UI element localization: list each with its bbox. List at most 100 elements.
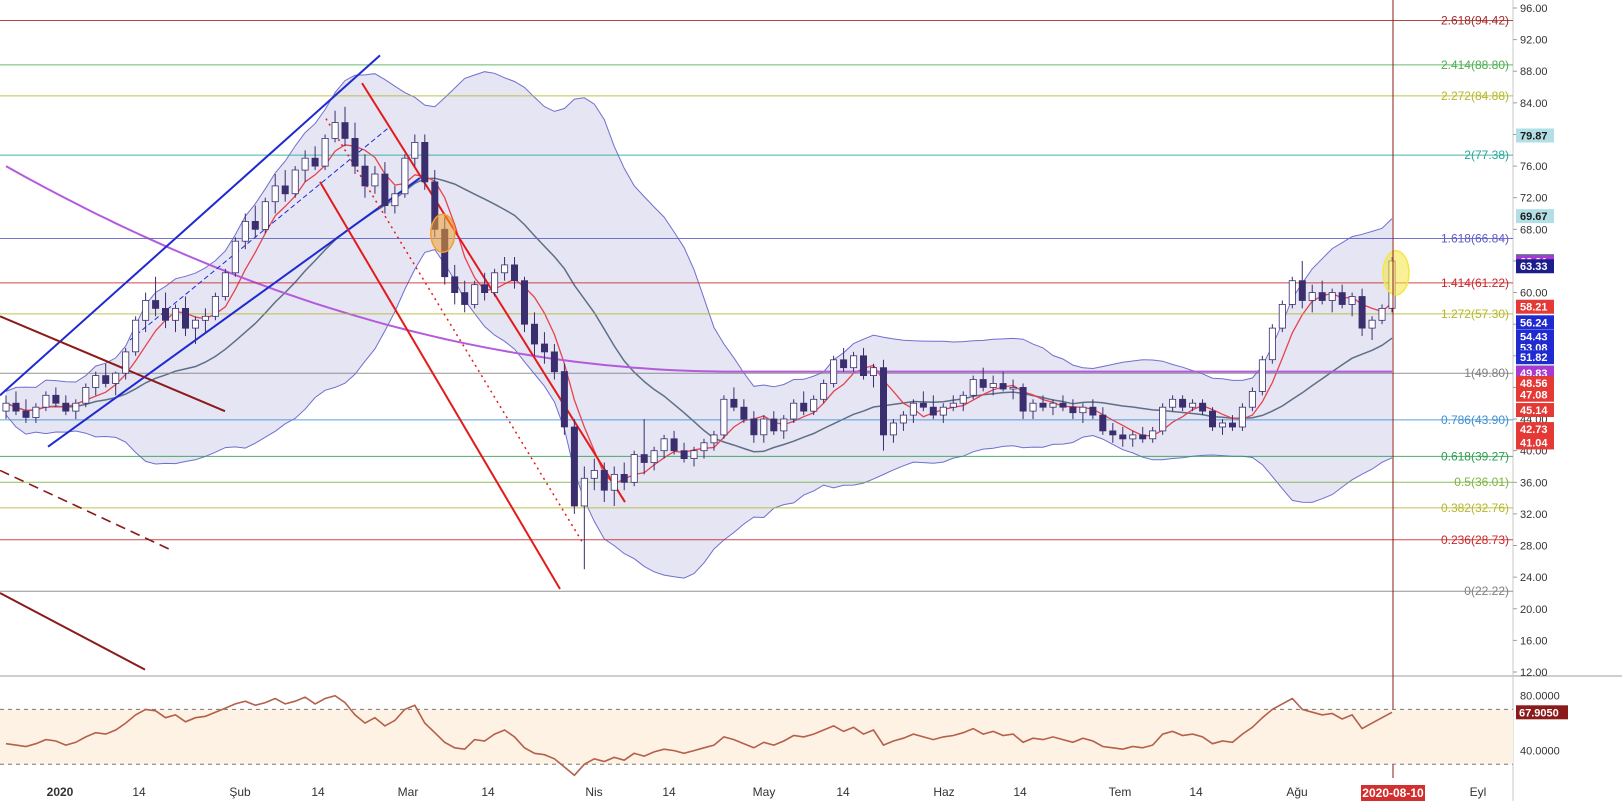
candle[interactable] xyxy=(62,395,70,416)
candle[interactable] xyxy=(1189,399,1197,412)
candle[interactable] xyxy=(341,106,349,147)
candle[interactable] xyxy=(939,403,947,423)
candle[interactable] xyxy=(191,316,199,344)
candle[interactable] xyxy=(241,213,249,250)
candle[interactable] xyxy=(1288,276,1296,309)
candle[interactable] xyxy=(491,268,499,297)
candle[interactable] xyxy=(1059,395,1067,412)
candle[interactable] xyxy=(161,292,169,329)
candle[interactable] xyxy=(610,466,618,506)
price-badge[interactable] xyxy=(1516,387,1554,402)
candle[interactable] xyxy=(501,257,509,281)
candle[interactable] xyxy=(899,411,907,431)
candle[interactable] xyxy=(1089,399,1097,420)
channel-lower-line[interactable] xyxy=(47,177,421,448)
candle[interactable] xyxy=(680,442,688,463)
price-badge[interactable] xyxy=(1516,376,1554,391)
candle[interactable] xyxy=(2,395,10,420)
candle[interactable] xyxy=(1318,280,1326,305)
candle[interactable] xyxy=(700,438,708,459)
candle[interactable] xyxy=(999,371,1007,392)
candle[interactable] xyxy=(461,280,469,313)
candle[interactable] xyxy=(560,363,568,435)
resistance-line-lower[interactable] xyxy=(0,592,146,671)
candle[interactable] xyxy=(870,363,878,388)
candle[interactable] xyxy=(919,391,927,412)
price-badge[interactable] xyxy=(1516,128,1554,143)
candle[interactable] xyxy=(102,363,110,388)
candle[interactable] xyxy=(1139,426,1147,443)
candle[interactable] xyxy=(82,383,90,408)
candle[interactable] xyxy=(510,257,518,289)
candle[interactable] xyxy=(1368,316,1376,340)
candle[interactable] xyxy=(1229,415,1237,431)
candle[interactable] xyxy=(720,395,728,439)
candle[interactable] xyxy=(570,419,578,514)
candle[interactable] xyxy=(32,403,40,423)
candle[interactable] xyxy=(391,185,399,214)
candle[interactable] xyxy=(1029,399,1037,420)
candle[interactable] xyxy=(880,359,888,451)
candle[interactable] xyxy=(949,395,957,412)
candle[interactable] xyxy=(291,166,299,198)
candle[interactable] xyxy=(1119,426,1127,447)
candle[interactable] xyxy=(1338,284,1346,309)
candle[interactable] xyxy=(301,150,309,182)
price-badge[interactable] xyxy=(1516,435,1554,450)
candle[interactable] xyxy=(1199,399,1207,416)
rsi-value-badge[interactable] xyxy=(1516,705,1568,720)
candle[interactable] xyxy=(321,134,329,171)
candle[interactable] xyxy=(261,197,269,234)
resistance-line-upper[interactable] xyxy=(0,315,226,413)
time-axis[interactable]: 2020 14 Şub 14 Mar 14 Nis 14 May 14 Haz 14 Tem 14 Ağu E… xyxy=(47,785,1487,801)
price-badge[interactable] xyxy=(1516,315,1554,330)
rsi-pane[interactable]: 80.0000 40.0000 67.9050 xyxy=(0,691,1568,777)
candle[interactable] xyxy=(1009,379,1017,400)
candle[interactable] xyxy=(1258,355,1266,396)
candle[interactable] xyxy=(740,399,748,423)
candle[interactable] xyxy=(541,332,549,364)
price-badge[interactable] xyxy=(1516,299,1554,314)
candle[interactable] xyxy=(650,446,658,471)
candle[interactable] xyxy=(12,391,20,416)
candle[interactable] xyxy=(1378,304,1386,325)
candle[interactable] xyxy=(1019,383,1027,420)
candle[interactable] xyxy=(1278,300,1286,333)
candle[interactable] xyxy=(1298,260,1306,309)
candle[interactable] xyxy=(580,466,588,570)
price-badge[interactable] xyxy=(1516,259,1554,274)
candle[interactable] xyxy=(850,351,858,372)
candle[interactable] xyxy=(1129,430,1137,447)
candle[interactable] xyxy=(142,292,150,333)
candle[interactable] xyxy=(371,166,379,194)
candle[interactable] xyxy=(361,154,369,198)
candle[interactable] xyxy=(979,367,987,392)
candle[interactable] xyxy=(820,379,828,404)
candle[interactable] xyxy=(640,419,648,475)
candle[interactable] xyxy=(351,122,359,174)
candle[interactable] xyxy=(889,419,897,443)
candle[interactable] xyxy=(1238,403,1246,431)
candle[interactable] xyxy=(760,415,768,443)
candle[interactable] xyxy=(1159,403,1167,435)
candle[interactable] xyxy=(1348,292,1356,317)
price-badge[interactable] xyxy=(1516,209,1554,224)
down-channel-lower-line[interactable] xyxy=(319,181,561,590)
candle[interactable] xyxy=(411,134,419,167)
candle[interactable] xyxy=(690,446,698,467)
candle[interactable] xyxy=(1179,395,1187,412)
candle[interactable] xyxy=(989,375,997,396)
candle[interactable] xyxy=(860,347,868,380)
rsi-line[interactable] xyxy=(5,694,1393,777)
candle[interactable] xyxy=(1268,324,1276,364)
candle[interactable] xyxy=(122,347,130,380)
candle[interactable] xyxy=(730,387,738,412)
price-badge[interactable] xyxy=(1516,350,1554,365)
crosshair-date-badge[interactable] xyxy=(1361,785,1425,801)
candle[interactable] xyxy=(112,371,120,396)
candle[interactable] xyxy=(531,312,539,356)
candle[interactable] xyxy=(810,395,818,416)
candle[interactable] xyxy=(830,355,838,388)
candle[interactable] xyxy=(1149,426,1157,443)
price-badge[interactable] xyxy=(1516,329,1554,344)
